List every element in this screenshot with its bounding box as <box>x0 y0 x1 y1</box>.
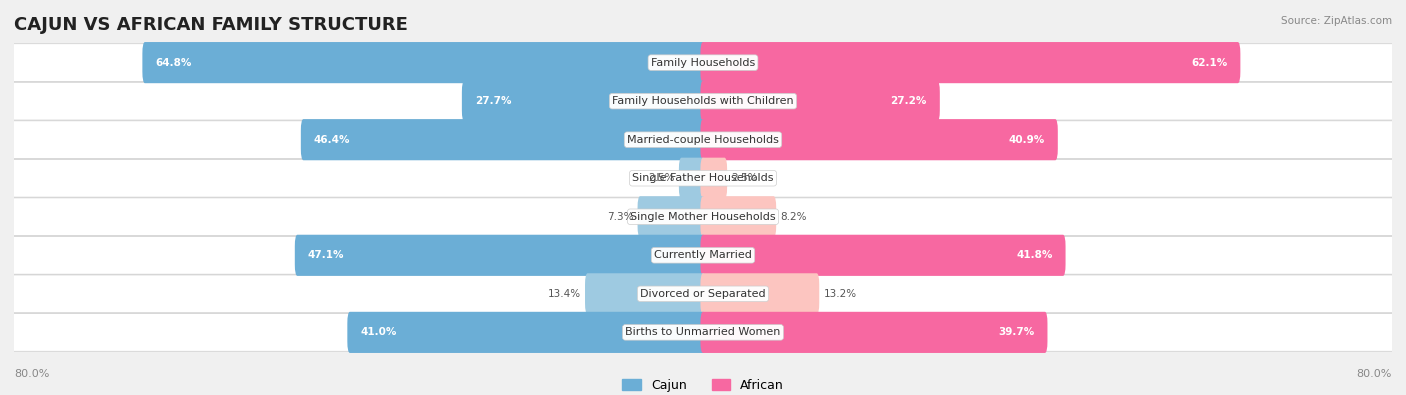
FancyBboxPatch shape <box>700 312 1047 353</box>
FancyBboxPatch shape <box>301 119 706 160</box>
Text: Married-couple Households: Married-couple Households <box>627 135 779 145</box>
FancyBboxPatch shape <box>13 275 1393 313</box>
Text: 7.3%: 7.3% <box>607 212 633 222</box>
FancyBboxPatch shape <box>585 273 706 314</box>
Text: 39.7%: 39.7% <box>998 327 1035 337</box>
Text: 27.2%: 27.2% <box>890 96 927 106</box>
Text: 13.2%: 13.2% <box>824 289 856 299</box>
Text: 46.4%: 46.4% <box>314 135 350 145</box>
Text: 40.9%: 40.9% <box>1008 135 1045 145</box>
Text: 41.0%: 41.0% <box>360 327 396 337</box>
FancyBboxPatch shape <box>13 314 1393 351</box>
FancyBboxPatch shape <box>700 273 820 314</box>
FancyBboxPatch shape <box>13 198 1393 236</box>
FancyBboxPatch shape <box>295 235 706 276</box>
Text: Divorced or Separated: Divorced or Separated <box>640 289 766 299</box>
Text: 80.0%: 80.0% <box>1357 369 1392 379</box>
FancyBboxPatch shape <box>700 158 727 199</box>
Text: Currently Married: Currently Married <box>654 250 752 260</box>
FancyBboxPatch shape <box>13 159 1393 197</box>
Text: 13.4%: 13.4% <box>547 289 581 299</box>
Text: Source: ZipAtlas.com: Source: ZipAtlas.com <box>1281 16 1392 26</box>
Text: 2.5%: 2.5% <box>731 173 758 183</box>
Text: 64.8%: 64.8% <box>155 58 191 68</box>
Text: Family Households: Family Households <box>651 58 755 68</box>
FancyBboxPatch shape <box>13 44 1393 81</box>
Text: 2.5%: 2.5% <box>648 173 675 183</box>
FancyBboxPatch shape <box>13 121 1393 158</box>
Text: Family Households with Children: Family Households with Children <box>612 96 794 106</box>
FancyBboxPatch shape <box>700 81 939 122</box>
FancyBboxPatch shape <box>13 237 1393 274</box>
Text: Single Mother Households: Single Mother Households <box>630 212 776 222</box>
FancyBboxPatch shape <box>700 196 776 237</box>
Text: 47.1%: 47.1% <box>308 250 344 260</box>
FancyBboxPatch shape <box>700 42 1240 83</box>
FancyBboxPatch shape <box>13 82 1393 120</box>
Text: 62.1%: 62.1% <box>1191 58 1227 68</box>
FancyBboxPatch shape <box>700 235 1066 276</box>
Text: Births to Unmarried Women: Births to Unmarried Women <box>626 327 780 337</box>
FancyBboxPatch shape <box>637 196 706 237</box>
Text: 8.2%: 8.2% <box>780 212 807 222</box>
FancyBboxPatch shape <box>142 42 706 83</box>
Text: Single Father Households: Single Father Households <box>633 173 773 183</box>
FancyBboxPatch shape <box>347 312 706 353</box>
Legend: Cajun, African: Cajun, African <box>617 374 789 395</box>
Text: 80.0%: 80.0% <box>14 369 49 379</box>
Text: CAJUN VS AFRICAN FAMILY STRUCTURE: CAJUN VS AFRICAN FAMILY STRUCTURE <box>14 16 408 34</box>
FancyBboxPatch shape <box>700 119 1057 160</box>
Text: 41.8%: 41.8% <box>1017 250 1053 260</box>
FancyBboxPatch shape <box>679 158 706 199</box>
FancyBboxPatch shape <box>461 81 706 122</box>
Text: 27.7%: 27.7% <box>475 96 512 106</box>
